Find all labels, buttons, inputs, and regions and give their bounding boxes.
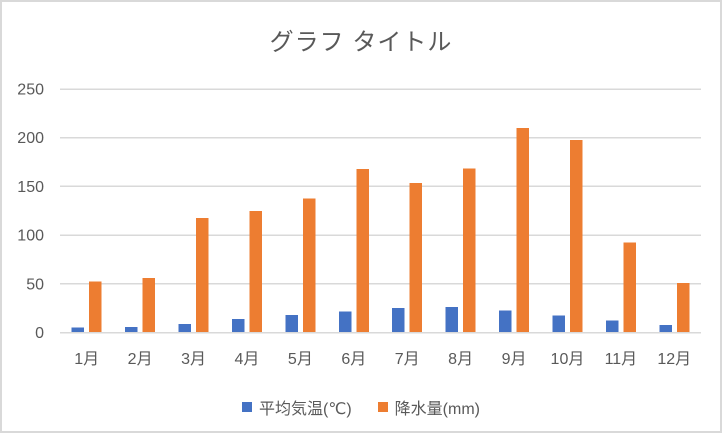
bar-4月-series0 xyxy=(231,318,245,333)
chart-title: グラフ タイトル xyxy=(269,29,453,56)
x-tick-label: 10月 xyxy=(551,351,585,368)
bar-12月-series1 xyxy=(676,282,690,333)
legend-swatch-precipitation-icon xyxy=(377,402,388,412)
x-tick-label: 2月 xyxy=(128,351,153,368)
bar-6月-series0 xyxy=(338,311,352,333)
bar-5月-series0 xyxy=(285,314,298,333)
bar-5月-series1 xyxy=(302,198,316,333)
x-tick-label: 9月 xyxy=(502,351,527,368)
bar-2月-series0 xyxy=(125,326,138,333)
x-tick-label: 6月 xyxy=(341,351,366,368)
y-tick-label: 0 xyxy=(35,325,44,342)
x-tick-label: 4月 xyxy=(235,351,260,368)
x-tick-label: 5月 xyxy=(288,351,313,368)
bar-10月-series0 xyxy=(552,315,565,333)
bar-1月-series1 xyxy=(89,281,102,333)
bar-12月-series0 xyxy=(659,325,672,333)
y-tick-label: 100 xyxy=(17,228,44,245)
bar-1月-series0 xyxy=(71,327,85,333)
legend: 平均気温(℃) 降水量(mm) xyxy=(2,395,720,419)
y-tick-label: 50 xyxy=(26,276,44,293)
bar-7月-series1 xyxy=(409,182,423,333)
legend-item-precipitation: 降水量(mm) xyxy=(377,395,480,419)
bar-2月-series1 xyxy=(142,277,156,333)
bar-10月-series1 xyxy=(569,139,583,333)
bar-4月-series1 xyxy=(249,211,262,333)
bar-9月-series1 xyxy=(516,128,530,333)
x-tick-label: 7月 xyxy=(395,351,420,368)
x-tick-label: 1月 xyxy=(74,351,99,368)
x-tick-label: 3月 xyxy=(181,351,206,368)
bar-3月-series0 xyxy=(178,324,192,333)
bar-11月-series0 xyxy=(605,320,619,333)
x-tick-label: 8月 xyxy=(448,351,473,368)
y-tick-label: 150 xyxy=(17,179,44,196)
x-tick-label: 12月 xyxy=(657,351,691,368)
bar-6月-series1 xyxy=(356,169,369,333)
bar-7月-series0 xyxy=(392,308,405,333)
legend-item-temperature: 平均気温(℃) xyxy=(242,395,352,419)
y-tick-label: 200 xyxy=(17,130,44,147)
bar-11月-series1 xyxy=(623,242,636,333)
legend-label-precipitation: 降水量(mm) xyxy=(394,401,480,418)
bar-8月-series0 xyxy=(445,306,459,333)
legend-label-temperature: 平均気温(℃) xyxy=(259,401,352,418)
bar-3月-series1 xyxy=(196,218,209,333)
y-tick-label: 250 xyxy=(17,82,44,99)
legend-swatch-temperature-icon xyxy=(242,402,253,412)
x-tick-label: 11月 xyxy=(605,351,638,368)
bar-8月-series1 xyxy=(463,168,476,333)
bar-9月-series0 xyxy=(499,310,512,333)
